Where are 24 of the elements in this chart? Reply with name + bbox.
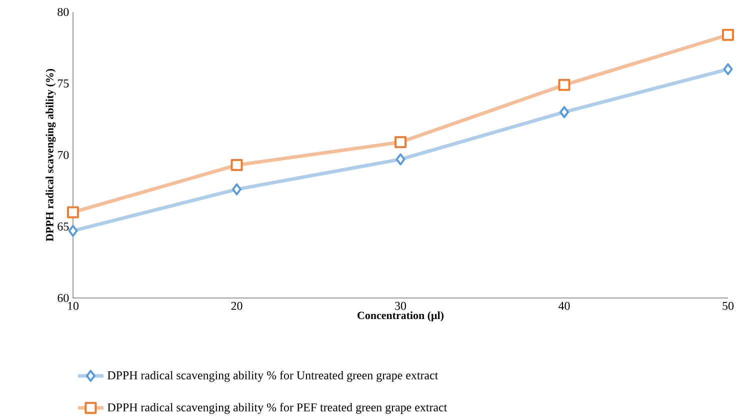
point	[232, 183, 242, 196]
y-tick-label: 60	[58, 294, 69, 302]
y-tick-label: 70	[58, 150, 69, 160]
y-tick-label: 65	[58, 222, 69, 231]
point	[560, 106, 570, 118]
x-tick-label: 30	[395, 302, 406, 310]
point	[722, 28, 734, 41]
x-tick-label: 40	[558, 302, 570, 310]
legend-label: DPPH radical scavenging ability % for PEF treated green grape extract	[108, 402, 448, 414]
x-tick-label: 10	[68, 302, 79, 310]
point	[558, 78, 570, 91]
x-tick-label: 50	[722, 302, 734, 310]
point	[396, 153, 406, 166]
legend-label: DPPH radical scavenging ability % for Untreated green grape extract	[108, 370, 438, 382]
y-tick-label: 80	[58, 8, 69, 16]
point	[68, 224, 78, 237]
point	[394, 136, 407, 148]
y-tick-label: 75	[58, 80, 69, 88]
point	[723, 63, 733, 76]
y-axis-title: DPPH radical scavenging ability (%)	[46, 69, 56, 242]
x-axis-title: Concentration (µl)	[358, 311, 444, 322]
x-tick-label: 20	[231, 302, 242, 310]
point	[230, 159, 243, 172]
point	[67, 206, 79, 218]
